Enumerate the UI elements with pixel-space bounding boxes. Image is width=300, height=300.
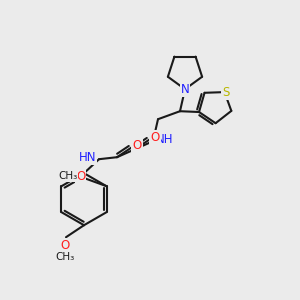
Text: CH₃: CH₃ — [58, 171, 77, 181]
Text: O: O — [132, 139, 142, 152]
Text: CH₃: CH₃ — [56, 252, 75, 262]
Text: O: O — [60, 239, 70, 252]
Text: HN: HN — [79, 151, 96, 164]
Text: NH: NH — [156, 133, 173, 146]
Text: O: O — [150, 131, 160, 144]
Text: O: O — [76, 170, 85, 183]
Text: S: S — [222, 85, 229, 99]
Text: N: N — [181, 83, 189, 96]
